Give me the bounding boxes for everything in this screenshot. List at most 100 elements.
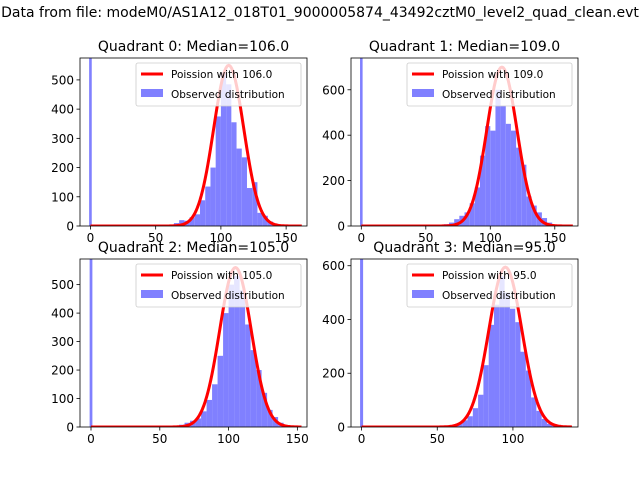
chart-panel-3: 0 50 100 0 200 400 600 Quadrant 3: Median=95.0 P… <box>322 240 579 446</box>
x-tick-label: 50 <box>418 231 433 245</box>
histogram-bar <box>215 116 221 226</box>
y-tick-label: 600 <box>322 259 345 273</box>
y-tick-label: 400 <box>322 313 345 327</box>
y-tick-label: 0 <box>337 421 345 435</box>
y-tick-label: 100 <box>51 190 74 204</box>
x-tick-label: 50 <box>148 231 163 245</box>
y-tick-label: 300 <box>51 132 74 146</box>
histogram-bar <box>195 418 202 427</box>
poisson-line <box>361 65 574 226</box>
histogram-bar <box>500 105 506 226</box>
legend: Poission with 106.0 Observed distribution <box>135 62 302 107</box>
x-tick-label: 0 <box>358 432 366 446</box>
axes-frame <box>79 57 308 227</box>
chart-title: Quadrant 3: Median=95.0 <box>373 240 555 256</box>
histogram-bar <box>488 324 495 427</box>
legend: Poission with 105.0 Observed distribution <box>135 263 302 308</box>
histogram-bar <box>478 394 484 427</box>
chart-title: Quadrant 1: Median=109.0 <box>369 39 560 55</box>
poisson-line <box>361 265 572 427</box>
histogram-bar <box>257 212 263 226</box>
legend-hist-swatch <box>412 290 434 298</box>
legend-hist-swatch <box>141 89 163 97</box>
y-tick-label: 300 <box>51 335 74 349</box>
histogram-bar <box>469 203 475 226</box>
histogram-bar <box>212 384 218 427</box>
poisson-line <box>90 63 302 226</box>
plot-area <box>360 58 574 226</box>
histogram-bar <box>231 122 237 226</box>
histogram-bar <box>485 126 491 226</box>
x-tick-label: 100 <box>479 231 502 245</box>
x-tick-label: 0 <box>87 432 95 446</box>
figure-suptitle: Data from file: modeM0/AS1A12_018T01_900… <box>1 5 639 21</box>
y-tick-label: 400 <box>322 129 345 143</box>
legend-hist-swatch <box>141 290 163 298</box>
y-tick-label: 200 <box>51 364 74 378</box>
legend-hist-label: Observed distribution <box>171 290 285 302</box>
histogram-bar <box>189 217 195 226</box>
chart-panel-2: 0 50 100 150 0 100 200 300 400 500 Quadrant 2: Med… <box>51 240 309 446</box>
chart-title: Quadrant 0: Median=106.0 <box>98 39 289 55</box>
histogram-bar <box>223 313 229 427</box>
histogram-bar <box>241 157 247 226</box>
chart-title: Quadrant 2: Median=105.0 <box>98 240 289 256</box>
y-tick-label: 400 <box>51 103 74 117</box>
histogram-bar <box>250 350 257 427</box>
y-tick-label: 0 <box>66 421 74 435</box>
legend-hist-label: Observed distribution <box>442 290 556 302</box>
axes-frame <box>350 258 579 428</box>
histogram-bar <box>252 182 258 226</box>
histogram-bar <box>201 411 207 427</box>
histogram-bar <box>220 72 227 226</box>
legend-hist-label: Observed distribution <box>171 89 285 101</box>
y-tick-label: 400 <box>51 307 74 321</box>
legend-line-label: Poission with 105.0 <box>171 270 272 282</box>
legend: Poission with 95.0 Observed distribution <box>406 263 573 308</box>
plot-area <box>89 259 302 427</box>
histogram-bar <box>205 186 211 226</box>
legend-box <box>406 62 573 107</box>
histogram-bar <box>521 164 527 226</box>
histogram-bar <box>509 308 516 427</box>
x-tick-label: 150 <box>275 231 298 245</box>
x-tick-label: 0 <box>87 231 95 245</box>
histogram-bar <box>504 292 510 427</box>
chart-panel-0: 0 50 100 150 0 100 200 300 400 500 Quadrant 0: Med… <box>51 39 308 245</box>
x-tick-label: 100 <box>209 231 232 245</box>
x-tick-label: 0 <box>357 231 365 245</box>
histogram-zero-bin <box>89 259 93 427</box>
y-tick-label: 600 <box>322 83 345 97</box>
histogram-bar <box>546 423 553 427</box>
histogram-bar <box>246 188 253 226</box>
legend-box <box>135 263 302 308</box>
histogram-bar <box>499 276 505 427</box>
legend-box <box>406 263 573 308</box>
histogram-bar <box>256 370 262 427</box>
histogram-bar <box>179 220 185 226</box>
legend-hist-swatch <box>412 89 434 97</box>
histogram-bar <box>236 148 242 226</box>
histogram-bar <box>510 130 517 226</box>
legend-line-label: Poission with 106.0 <box>171 69 272 81</box>
poisson-line <box>90 266 302 427</box>
legend-hist-label: Observed distribution <box>442 89 556 101</box>
x-tick-label: 150 <box>543 231 566 245</box>
histogram-bar <box>261 392 268 427</box>
histogram-bar <box>210 167 216 226</box>
histogram-bar <box>462 420 468 427</box>
histogram-bar <box>541 418 547 427</box>
histogram-bar <box>474 187 480 226</box>
axes-frame <box>350 57 579 227</box>
histogram-bar <box>267 409 273 427</box>
x-tick-label: 100 <box>217 432 240 446</box>
legend: Poission with 109.0 Observed distribution <box>406 62 573 107</box>
y-tick-label: 100 <box>51 392 74 406</box>
histogram-zero-bin <box>360 259 364 427</box>
plot-area <box>89 58 302 226</box>
x-tick-label: 50 <box>430 432 445 446</box>
histogram-bar <box>505 123 511 226</box>
x-tick-label: 50 <box>152 432 167 446</box>
